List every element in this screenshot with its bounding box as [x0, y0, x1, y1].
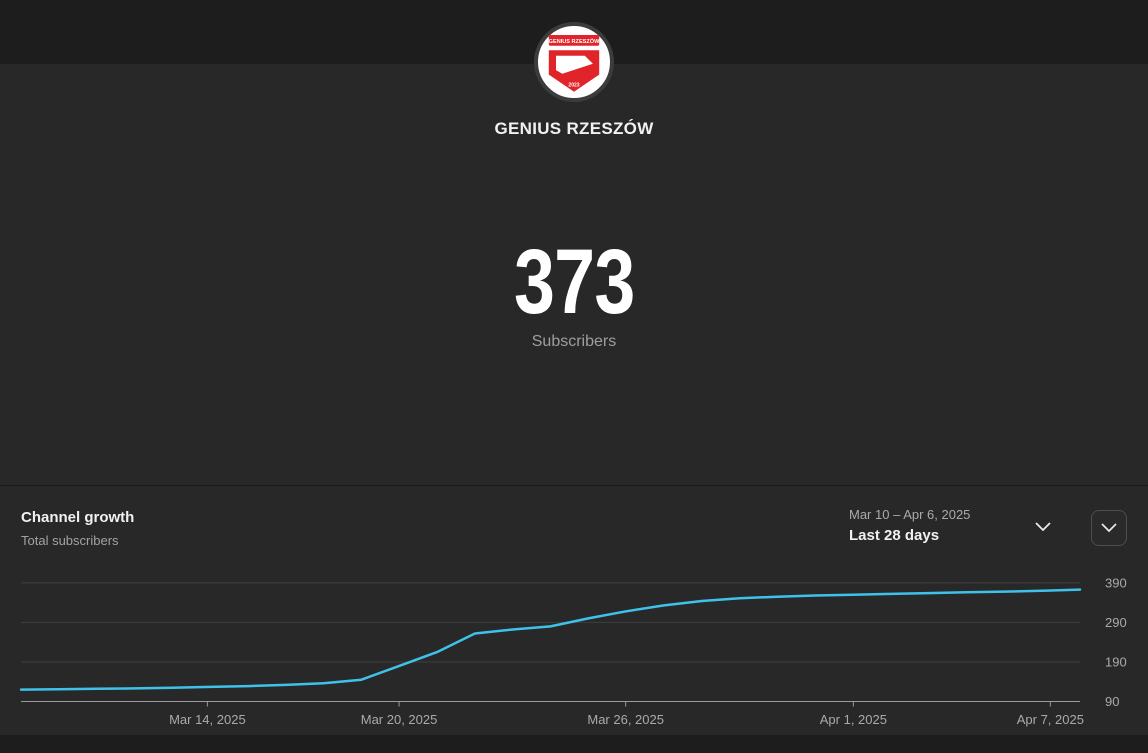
subscriber-count-label: Subscribers — [531, 333, 617, 350]
x-axis-tick-label: Mar 14, 2025 — [169, 712, 246, 727]
bottom-bar — [0, 735, 1148, 753]
growth-section-title: Channel growth — [21, 509, 135, 526]
x-axis-tick-label: Mar 26, 2025 — [587, 712, 664, 727]
x-axis-tick-label: Apr 1, 2025 — [820, 712, 887, 727]
y-axis-tick-label: 90 — [1105, 694, 1119, 709]
date-range-label: Last 28 days — [849, 527, 940, 544]
date-range-text: Mar 10 – Apr 6, 2025 — [849, 507, 971, 522]
section-divider — [0, 485, 1148, 486]
growth-section-subtitle: Total subscribers — [21, 533, 119, 548]
subscriber-count: 373 — [513, 231, 635, 333]
collapse-section-button[interactable] — [1091, 510, 1127, 546]
chevron-down-icon[interactable] — [1033, 520, 1053, 534]
chevron-down-icon — [1101, 523, 1117, 533]
logo-banner-text: GENIUS RZESZÓW — [549, 37, 600, 45]
y-axis-tick-label: 190 — [1105, 654, 1127, 669]
date-range-selector[interactable]: Mar 10 – Apr 6, 2025 Last 28 days — [849, 507, 1069, 549]
subscribers-line-chart: 90 190 290 390 Mar 14, 2025 Mar 20, 2025 Mar 2… — [19, 575, 1127, 727]
logo-year-text: 2023 — [568, 82, 579, 88]
channel-logo-icon: GENIUS RZESZÓW 2023 — [549, 35, 600, 92]
channel-avatar[interactable]: GENIUS RZESZÓW 2023 — [534, 22, 614, 102]
y-axis-tick-label: 390 — [1105, 575, 1127, 590]
subscribers-line — [19, 588, 1082, 691]
growth-chart[interactable]: 90 190 290 390 Mar 14, 2025 Mar 20, 2025 Mar 2… — [0, 560, 1148, 753]
x-axis-tick-label: Mar 20, 2025 — [361, 712, 438, 727]
subscriber-count-wrap: 373 — [0, 236, 1148, 328]
y-axis-tick-label: 290 — [1105, 615, 1127, 630]
channel-name: GENIUS RZESZÓW — [494, 119, 654, 138]
x-axis-tick-label: Apr 7, 2025 — [1017, 712, 1084, 727]
